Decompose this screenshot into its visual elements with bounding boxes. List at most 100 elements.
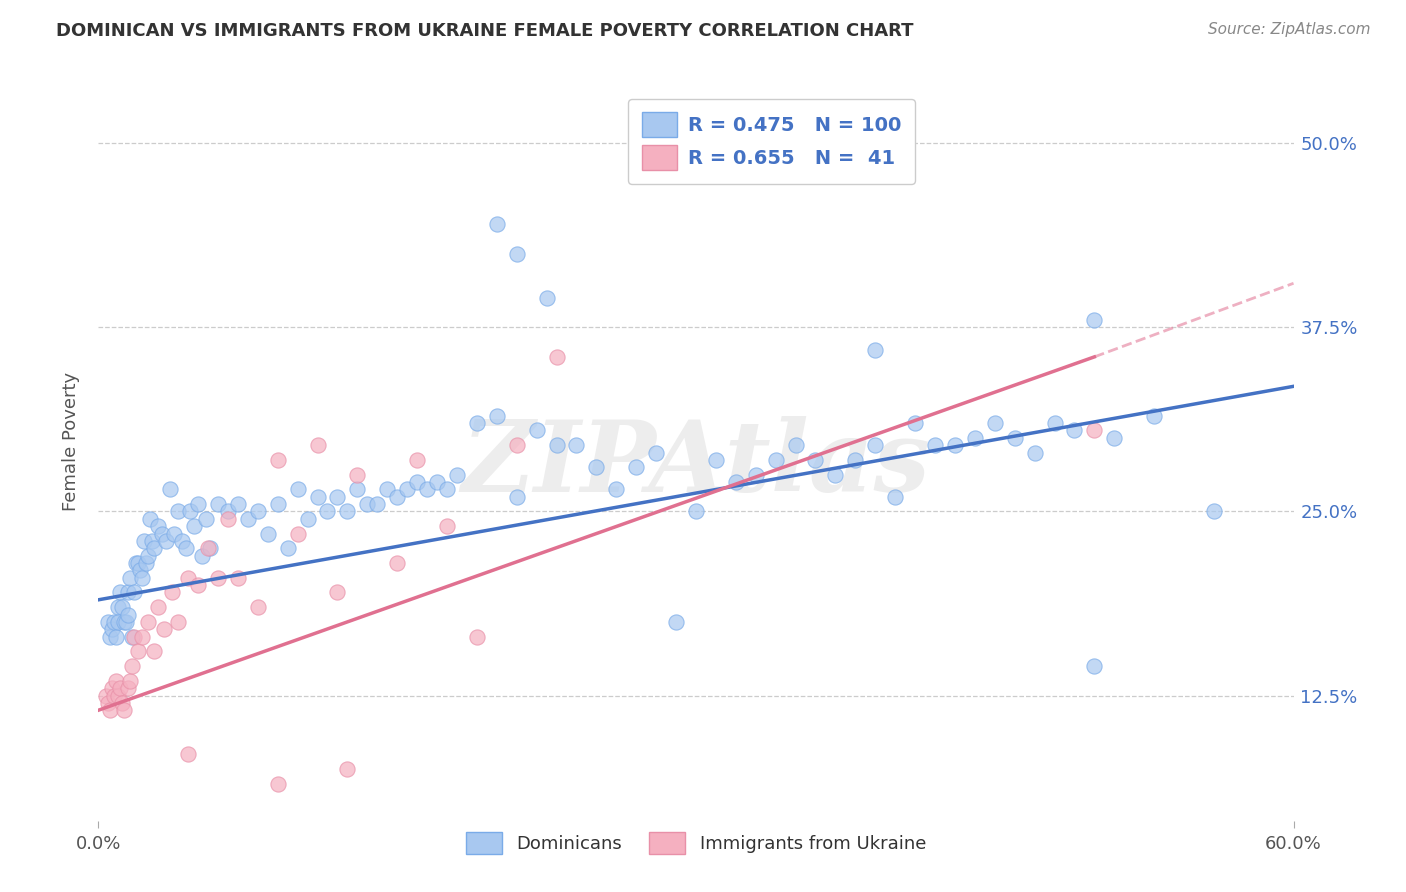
Text: DOMINICAN VS IMMIGRANTS FROM UKRAINE FEMALE POVERTY CORRELATION CHART: DOMINICAN VS IMMIGRANTS FROM UKRAINE FEM…	[56, 22, 914, 40]
Point	[112, 615, 135, 629]
Point	[824, 467, 846, 482]
Point	[115, 615, 138, 629]
Point	[110, 585, 132, 599]
Point	[97, 696, 120, 710]
Point	[1202, 504, 1225, 518]
Point	[406, 475, 429, 489]
Point	[416, 483, 439, 497]
Point	[107, 689, 129, 703]
Point	[191, 549, 214, 563]
Point	[183, 519, 205, 533]
Point	[436, 483, 458, 497]
Point	[336, 504, 359, 518]
Point	[585, 460, 607, 475]
Point	[565, 438, 588, 452]
Point	[120, 571, 142, 585]
Point	[645, 445, 668, 459]
Point	[226, 571, 249, 585]
Point	[865, 343, 887, 357]
Point	[101, 681, 124, 695]
Point	[436, 519, 458, 533]
Point	[307, 438, 329, 452]
Point	[1143, 409, 1166, 423]
Point	[167, 504, 190, 518]
Point	[172, 533, 194, 548]
Point	[385, 556, 409, 570]
Point	[174, 541, 197, 556]
Point	[316, 504, 339, 518]
Point	[385, 490, 409, 504]
Point	[685, 504, 707, 518]
Point	[177, 571, 200, 585]
Point	[167, 615, 190, 629]
Point	[110, 681, 132, 695]
Point	[765, 453, 787, 467]
Point	[804, 453, 827, 467]
Point	[159, 483, 181, 497]
Point	[179, 504, 201, 518]
Point	[97, 615, 120, 629]
Point	[177, 747, 200, 762]
Point	[163, 526, 186, 541]
Point	[207, 571, 229, 585]
Point	[844, 453, 866, 467]
Point	[396, 483, 419, 497]
Point	[150, 526, 173, 541]
Point	[111, 600, 134, 615]
Point	[134, 533, 156, 548]
Point	[98, 703, 122, 717]
Point	[287, 526, 309, 541]
Point	[1043, 416, 1066, 430]
Point	[139, 512, 162, 526]
Point	[326, 490, 349, 504]
Point	[1083, 659, 1105, 673]
Point	[246, 504, 269, 518]
Point	[963, 431, 986, 445]
Point	[236, 512, 259, 526]
Point	[143, 644, 166, 658]
Point	[121, 630, 143, 644]
Point	[155, 533, 177, 548]
Point	[884, 490, 907, 504]
Point	[98, 630, 122, 644]
Point	[120, 673, 142, 688]
Point	[107, 615, 129, 629]
Point	[267, 453, 290, 467]
Point	[207, 497, 229, 511]
Point	[153, 622, 176, 636]
Point	[160, 585, 183, 599]
Point	[506, 438, 529, 452]
Point	[107, 600, 129, 615]
Point	[217, 504, 239, 518]
Point	[226, 497, 249, 511]
Point	[704, 453, 727, 467]
Point	[111, 696, 134, 710]
Point	[217, 512, 239, 526]
Point	[724, 475, 747, 489]
Point	[187, 497, 209, 511]
Point	[465, 630, 488, 644]
Point	[924, 438, 946, 452]
Point	[465, 416, 488, 430]
Point	[546, 350, 568, 364]
Point	[105, 673, 128, 688]
Point	[356, 497, 378, 511]
Point	[141, 533, 163, 548]
Point	[117, 681, 139, 695]
Point	[103, 615, 125, 629]
Point	[426, 475, 449, 489]
Point	[267, 497, 290, 511]
Point	[197, 541, 219, 556]
Legend: Dominicans, Immigrants from Ukraine: Dominicans, Immigrants from Ukraine	[458, 824, 934, 861]
Point	[135, 556, 157, 570]
Point	[198, 541, 221, 556]
Point	[366, 497, 388, 511]
Point	[346, 467, 368, 482]
Point	[187, 578, 209, 592]
Point	[546, 438, 568, 452]
Point	[1083, 424, 1105, 438]
Point	[127, 556, 149, 570]
Text: Source: ZipAtlas.com: Source: ZipAtlas.com	[1208, 22, 1371, 37]
Point	[984, 416, 1007, 430]
Point	[605, 483, 627, 497]
